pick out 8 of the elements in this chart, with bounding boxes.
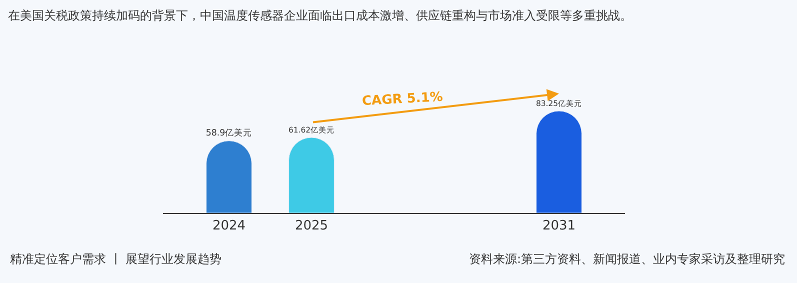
text: 精准定位客户需求 丨 展望行业发展趋势 xyxy=(10,252,222,266)
x-tick-label: 2031 xyxy=(542,218,576,234)
text: 资料来源:第三方资料、新闻报道、业内专家采访及整理研究 xyxy=(469,252,786,266)
x-tick-label: 2024 xyxy=(212,218,246,234)
x-tick-label: 2025 xyxy=(294,218,328,234)
data-label: 58.9亿美元 xyxy=(206,128,252,139)
text: CAGR 5.1% xyxy=(362,90,444,110)
chart-title: 在美国关税政策持续加码的背景下，中国温度传感器企业面临出口成本激增、供应链重构与市场准入受限等多重挑战。 xyxy=(8,8,632,23)
